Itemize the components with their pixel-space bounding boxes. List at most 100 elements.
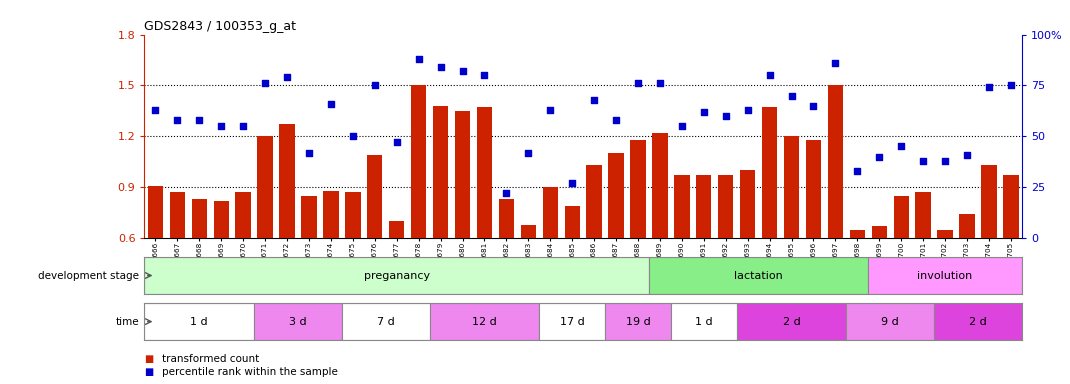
Bar (539, 303, 606, 340)
Point (849, 168, 866, 174)
Point (805, 103, 822, 109)
Text: ■: ■ (144, 367, 154, 377)
Bar (828, 86, 843, 238)
Point (345, 133, 362, 139)
Bar (762, 108, 777, 238)
Bar (214, 201, 229, 238)
Bar (736, 303, 846, 340)
Bar (960, 214, 975, 238)
Point (959, 152, 976, 158)
Point (541, 107, 559, 113)
Point (322, 101, 339, 107)
Point (410, 56, 427, 62)
Bar (806, 140, 821, 238)
Text: development stage: development stage (39, 271, 139, 281)
Point (871, 154, 888, 160)
Text: ■: ■ (144, 354, 154, 364)
Text: percentile rank within the sample: percentile rank within the sample (162, 367, 337, 377)
Point (366, 83, 383, 89)
Point (476, 72, 493, 78)
Bar (934, 303, 1022, 340)
Bar (433, 106, 448, 238)
Bar (869, 257, 1022, 294)
Point (761, 72, 778, 78)
Bar (279, 124, 294, 238)
Bar (872, 226, 887, 238)
Bar (630, 140, 645, 238)
Point (936, 158, 953, 164)
Text: 2 d: 2 d (782, 316, 800, 327)
Text: GDS2843 / 100353_g_at: GDS2843 / 100353_g_at (144, 20, 296, 33)
Text: 1 d: 1 d (696, 316, 713, 327)
Point (213, 123, 230, 129)
Point (827, 60, 844, 66)
Point (673, 123, 690, 129)
Bar (477, 108, 492, 238)
Bar (674, 175, 689, 238)
Point (652, 80, 669, 86)
Bar (170, 192, 185, 238)
Bar (144, 257, 648, 294)
Bar (1004, 175, 1019, 238)
Text: involution: involution (917, 270, 973, 281)
Bar (455, 111, 470, 238)
Point (234, 123, 251, 129)
Bar (367, 155, 382, 238)
Bar (389, 221, 404, 238)
Bar (697, 175, 712, 238)
Text: 12 d: 12 d (472, 316, 496, 327)
Text: 9 d: 9 d (882, 316, 899, 327)
Point (915, 158, 932, 164)
Bar (846, 303, 934, 340)
Text: 17 d: 17 d (560, 316, 584, 327)
Point (454, 68, 471, 74)
Bar (235, 192, 250, 238)
Bar (192, 199, 207, 238)
Bar (916, 192, 931, 238)
Bar (784, 136, 799, 238)
Bar (718, 175, 733, 238)
Bar (606, 303, 671, 340)
Text: 2 d: 2 d (969, 316, 987, 327)
Point (190, 117, 208, 123)
Bar (648, 257, 869, 294)
Bar (542, 187, 557, 238)
Text: time: time (116, 317, 139, 327)
Point (585, 97, 602, 103)
Point (980, 84, 997, 91)
Point (739, 107, 756, 113)
Text: 1 d: 1 d (190, 316, 208, 327)
Text: 3 d: 3 d (289, 316, 307, 327)
Bar (302, 196, 317, 238)
Point (564, 180, 581, 186)
Bar (937, 230, 952, 238)
Point (696, 109, 713, 115)
Point (629, 80, 646, 86)
Bar (258, 136, 273, 238)
Bar (740, 170, 755, 238)
Bar (586, 165, 601, 238)
Bar (893, 196, 908, 238)
Text: 19 d: 19 d (626, 316, 651, 327)
Text: preganancy: preganancy (364, 270, 430, 281)
Point (388, 139, 406, 146)
Point (783, 93, 800, 99)
Bar (671, 303, 736, 340)
Point (432, 64, 449, 70)
Bar (342, 303, 430, 340)
Point (301, 149, 318, 156)
Point (498, 190, 515, 196)
Point (257, 80, 274, 86)
Bar (609, 153, 624, 238)
Text: transformed count: transformed count (162, 354, 259, 364)
Point (147, 107, 164, 113)
Bar (430, 303, 539, 340)
Point (608, 117, 625, 123)
Point (169, 117, 186, 123)
Bar (411, 86, 426, 238)
Bar (521, 225, 536, 238)
Bar (144, 303, 255, 340)
Bar (499, 199, 514, 238)
Bar (323, 190, 338, 238)
Bar (653, 133, 668, 238)
